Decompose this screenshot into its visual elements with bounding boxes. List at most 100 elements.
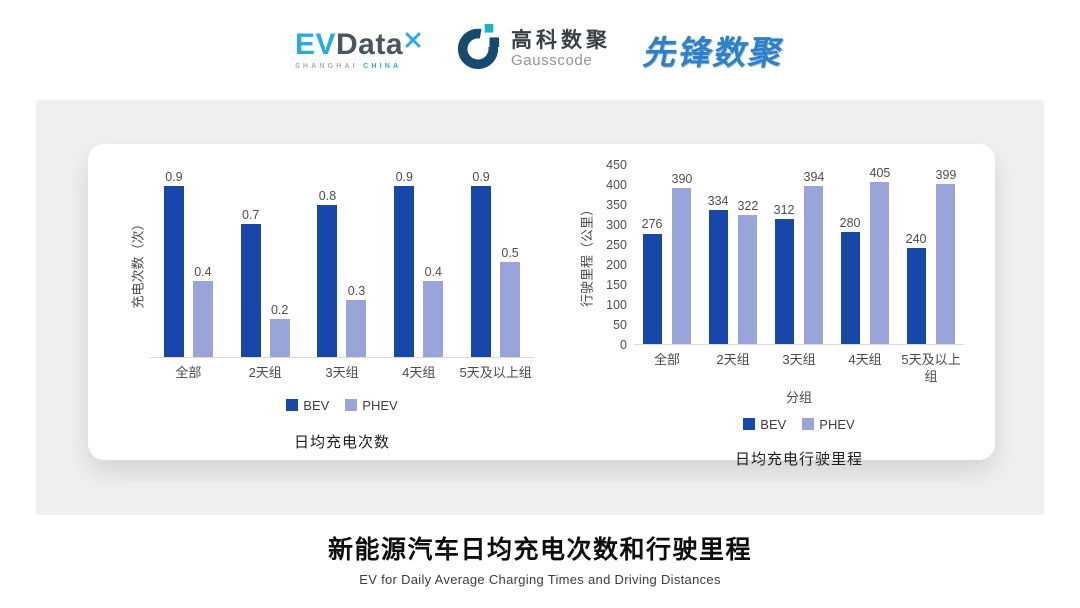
- bar-bev: [163, 186, 184, 357]
- bar-group: 0.8 0.3: [317, 188, 367, 357]
- legend-item-phev: PHEV: [802, 417, 855, 432]
- chart-daily-driving-distance: 行驶里程（公里） 450 400 350 300 250 200 150 100 50 0 276 39…: [574, 144, 964, 468]
- category-label: 5天及以上组: [459, 365, 532, 380]
- category-label: 4天组: [402, 365, 436, 380]
- bar-bev: [708, 210, 728, 344]
- bar-value-label: 322: [737, 198, 759, 213]
- y-axis-label: 行驶里程（公里）: [574, 165, 598, 345]
- bar-with-label: 0.9: [471, 169, 492, 357]
- gausscode-text: 高科数聚 Gausscode: [511, 29, 611, 70]
- page-subtitle: EV for Daily Average Charging Times and …: [359, 572, 721, 587]
- legend-item-bev: BEV: [743, 417, 786, 432]
- y-axis-label: 充电次数（次）: [124, 168, 150, 358]
- y-tick-label: 100: [606, 297, 627, 312]
- y-tick-label: 200: [606, 257, 627, 272]
- evdata-logo: EVData SHANGHAI CHINA: [294, 27, 421, 70]
- bar-with-label: 240: [906, 232, 927, 344]
- bar-with-label: 0.5: [500, 245, 521, 357]
- category-column: 0.9 0.4: [380, 168, 457, 357]
- bar-value-label: 0.4: [424, 264, 442, 279]
- bar-value-label: 0.4: [194, 264, 212, 279]
- bar-phev: [672, 188, 692, 344]
- bar-value-label: 0.5: [501, 245, 519, 260]
- bar-value-label: 0.7: [241, 207, 260, 222]
- plot-region: 276 390 334 322 312 394 280 405 240 399: [634, 165, 964, 345]
- category-label: 全部: [653, 352, 680, 367]
- evdata-tagline-left: SHANGHAI: [294, 62, 358, 70]
- category-label: 全部: [175, 365, 202, 380]
- gausscode-icon: [455, 24, 501, 75]
- y-axis-ticks: 450 400 350 300 250 200 150 100 50 0: [598, 158, 634, 350]
- category-column: 334 322: [700, 165, 766, 344]
- legend-item-bev: BEV: [286, 398, 329, 413]
- category-label: 2天组: [248, 365, 282, 380]
- category-column: 280 405: [832, 165, 898, 344]
- charts-card: 充电次数（次） 0.9 0.4 0.7 0.2 0.8 0.3 0.9 0.4 0.9 0.5 全部 2…: [88, 144, 995, 468]
- bar-with-label: 390: [672, 172, 692, 344]
- legend-swatch-phev: [802, 418, 815, 431]
- bar-phev: [192, 281, 213, 357]
- y-tick-label: 150: [606, 277, 627, 292]
- bar-with-label: 312: [774, 204, 795, 344]
- bar-with-label: 276: [642, 218, 663, 344]
- chart-title: 日均充电行驶里程: [734, 450, 863, 468]
- bar-value-label: 0.8: [318, 188, 337, 203]
- bar-value-label: 394: [803, 169, 825, 184]
- bar-bev: [906, 248, 926, 344]
- evdata-data-text: Data: [336, 27, 404, 61]
- bar-bev: [840, 232, 860, 344]
- legend-swatch-bev: [743, 418, 756, 431]
- bar-phev: [870, 182, 890, 344]
- bar-bev: [471, 186, 492, 357]
- bar-group: 0.9 0.4: [163, 170, 213, 357]
- bar-phev: [936, 184, 956, 344]
- y-tick-label: 450: [606, 157, 627, 172]
- y-tick-label: 250: [606, 237, 627, 252]
- bar-value-label: 312: [773, 202, 795, 217]
- bar-group: 280 405: [840, 166, 890, 344]
- category-column: 276 390: [634, 165, 700, 344]
- legend-item-phev: PHEV: [345, 397, 398, 413]
- bar-value-label: 0.2: [270, 302, 289, 317]
- category-column: 0.7 0.2: [227, 168, 304, 357]
- chart-title: 日均充电次数: [293, 433, 390, 451]
- bar-with-label: 334: [708, 195, 729, 344]
- evdata-star-icon: [405, 24, 421, 54]
- category-label: 3天组: [782, 352, 816, 367]
- evdata-ev-text: EV: [294, 27, 336, 61]
- plot-region: 0.9 0.4 0.7 0.2 0.8 0.3 0.9 0.4 0.9 0.5: [150, 168, 534, 358]
- category-label: 5天及以上组: [901, 352, 961, 384]
- x-axis-title: 分组: [785, 389, 812, 405]
- legend-swatch-bev: [286, 399, 299, 412]
- legend: BEV PHEV: [150, 398, 534, 413]
- y-tick-label: 50: [613, 317, 627, 332]
- bar-group: 0.9 0.5: [471, 169, 521, 357]
- bar-group: 0.7 0.2: [240, 207, 290, 357]
- bar-value-label: 0.3: [347, 283, 366, 298]
- bar-with-label: 394: [803, 169, 825, 344]
- bar-value-label: 334: [707, 193, 729, 208]
- bar-value-label: 0.9: [472, 169, 490, 184]
- category-label: 3天组: [325, 365, 359, 380]
- gausscode-name-cn: 高科数聚: [511, 29, 612, 53]
- category-column: 240 399: [898, 165, 964, 344]
- bar-bev: [240, 224, 261, 357]
- category-axis: 全部 2天组 3天组 4天组 5天及以上组: [150, 365, 534, 382]
- y-tick-label: 350: [606, 197, 627, 212]
- legend-label-phev: PHEV: [362, 397, 398, 413]
- gausscode-name-en: Gausscode: [511, 52, 593, 70]
- page-title: 新能源汽车日均充电次数和行驶里程: [327, 536, 752, 564]
- bar-with-label: 405: [870, 166, 890, 344]
- evdata-tagline-right: CHINA: [363, 62, 402, 70]
- bar-group: 276 390: [642, 172, 692, 344]
- category-column: 0.8 0.3: [304, 168, 381, 357]
- bar-value-label: 0.9: [395, 169, 413, 184]
- bar-with-label: 0.4: [423, 264, 444, 357]
- category-column: 0.9 0.4: [150, 168, 227, 357]
- bar-group: 334 322: [708, 195, 759, 344]
- bar-value-label: 276: [641, 217, 663, 232]
- bar-with-label: 0.9: [163, 170, 184, 357]
- bar-with-label: 0.3: [346, 283, 367, 357]
- caption: 新能源汽车日均充电次数和行驶里程 EV for Daily Average Ch…: [0, 530, 1080, 587]
